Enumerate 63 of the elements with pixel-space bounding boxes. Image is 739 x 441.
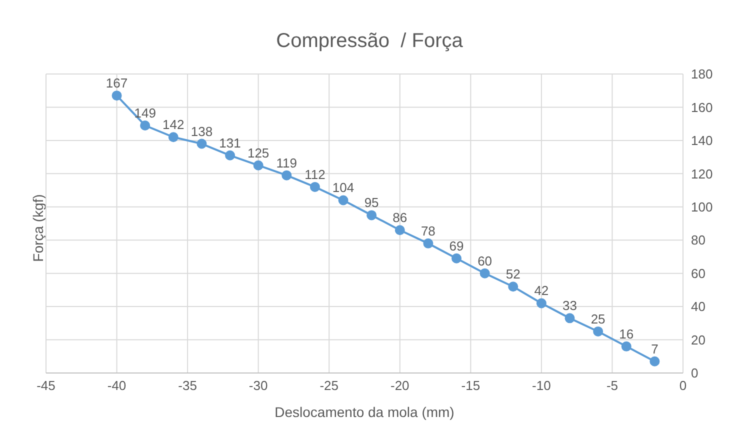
chart-title: Compressão / Força	[275, 30, 464, 53]
data-label: 86	[392, 210, 408, 226]
y-tick-label: 40	[691, 299, 706, 314]
data-label: 42	[534, 283, 549, 298]
data-label: 33	[562, 298, 577, 314]
data-label: 78	[420, 223, 436, 238]
point	[310, 182, 320, 192]
x-tick-label: -15	[461, 378, 480, 394]
x-tick-label: 0	[679, 378, 687, 394]
x-tick-label: -45	[36, 378, 56, 394]
data-label: 149	[134, 105, 156, 120]
point	[480, 268, 490, 278]
y-axis-title: Força (kgf)	[30, 194, 46, 262]
data-label: 125	[247, 145, 270, 160]
data-label: 16	[619, 326, 634, 342]
data-label: 95	[364, 195, 379, 210]
point	[394, 225, 405, 236]
point	[338, 195, 348, 206]
x-tick-label: -25	[320, 378, 339, 394]
point	[282, 170, 292, 180]
x-tick-label: -20	[390, 378, 410, 394]
data-label: 52	[506, 266, 520, 282]
point	[196, 138, 207, 149]
point	[621, 341, 632, 352]
point	[536, 298, 546, 308]
x-axis-title: Deslocamento da mola (mm)	[274, 404, 454, 420]
point	[593, 326, 604, 336]
x-tick-label: -10	[532, 378, 551, 394]
y-tick-label: 80	[691, 232, 706, 248]
point	[650, 356, 660, 366]
x-tick-label: -35	[178, 378, 197, 394]
point	[366, 210, 377, 220]
data-label: 131	[219, 135, 241, 150]
data-label: 138	[190, 124, 213, 139]
data-label: 69	[449, 238, 464, 254]
y-tick-label: 180	[691, 66, 713, 82]
data-label: 167	[106, 76, 128, 91]
point	[112, 90, 122, 101]
point	[225, 150, 236, 160]
point	[140, 120, 150, 130]
x-tick-label: -5	[606, 378, 618, 394]
data-label: 119	[276, 155, 298, 170]
y-tick-label: 160	[691, 100, 713, 115]
point	[168, 132, 178, 142]
point	[452, 253, 462, 264]
point	[423, 238, 434, 248]
point	[564, 313, 575, 324]
x-tick-label: -30	[248, 378, 268, 394]
data-label: 25	[590, 311, 606, 326]
data-label: 104	[332, 180, 354, 196]
point	[508, 282, 518, 292]
y-tick-label: 140	[691, 133, 713, 148]
x-tick-label: -40	[107, 378, 126, 394]
data-label: 7	[651, 341, 658, 356]
y-tick-label: 120	[691, 166, 713, 182]
y-tick-label: 60	[691, 266, 706, 281]
y-tick-label: 0	[691, 366, 698, 381]
y-tick-label: 20	[691, 332, 706, 348]
data-label: 142	[162, 117, 184, 132]
data-label: 60	[478, 253, 492, 268]
y-tick-label: 100	[691, 200, 713, 215]
point	[253, 160, 264, 170]
data-label: 112	[304, 166, 326, 182]
